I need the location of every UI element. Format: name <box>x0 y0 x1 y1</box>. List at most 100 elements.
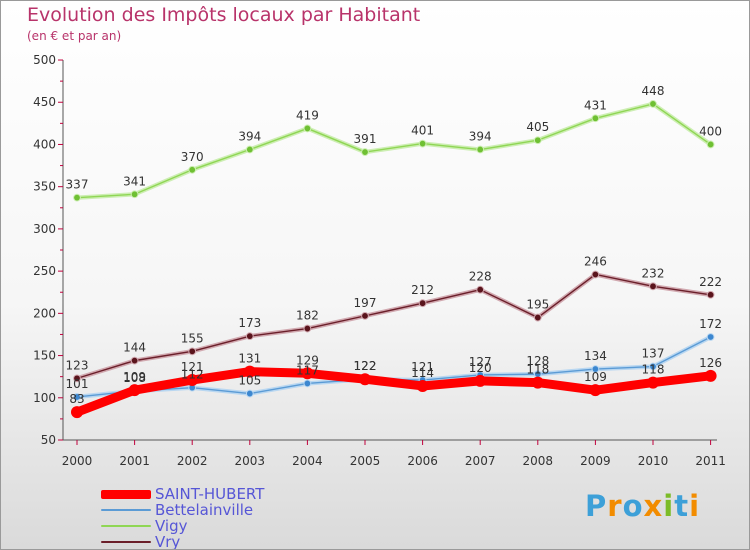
data-point <box>73 393 81 401</box>
data-point <box>647 376 659 389</box>
data-label: 137 <box>642 347 665 361</box>
data-point <box>303 124 312 133</box>
y-tick-label: 300 <box>33 222 56 236</box>
series-saint-hubert <box>71 365 717 419</box>
data-label: 182 <box>296 309 319 323</box>
data-label: 127 <box>469 355 492 369</box>
data-label: 121 <box>181 360 204 374</box>
data-label: 197 <box>354 296 377 310</box>
data-point <box>301 367 314 380</box>
data-label: 370 <box>181 150 204 164</box>
x-tick-label: 2000 <box>62 454 93 468</box>
y-tick-label: 400 <box>33 137 56 151</box>
data-label: 83 <box>69 392 84 406</box>
series-vigy <box>73 100 715 202</box>
legend-swatch <box>101 489 151 499</box>
x-tick-label: 2008 <box>523 454 554 468</box>
data-point <box>649 282 657 291</box>
data-label: 109 <box>584 370 607 384</box>
data-label: 401 <box>411 124 434 138</box>
data-point <box>130 356 139 365</box>
y-tick-label: 500 <box>33 53 56 67</box>
data-label: 391 <box>354 132 377 146</box>
x-tick-label: 2010 <box>638 454 669 468</box>
data-label: 405 <box>526 120 549 134</box>
data-label: 109 <box>123 370 146 384</box>
data-label: 134 <box>584 349 607 363</box>
data-point <box>416 379 429 392</box>
data-point <box>476 285 485 294</box>
data-label: 173 <box>238 316 261 330</box>
data-point <box>245 389 254 398</box>
data-point <box>359 373 371 386</box>
chart-title: Evolution des Impôts locaux par Habitant <box>27 4 421 26</box>
data-point <box>361 311 369 320</box>
data-point <box>71 406 83 419</box>
data-label: 121 <box>411 360 434 374</box>
data-label: 400 <box>699 124 722 138</box>
data-label: 122 <box>354 359 377 373</box>
legend-item-bettelainville: Bettelainville <box>101 501 254 519</box>
data-point <box>73 193 81 202</box>
data-point <box>649 362 657 371</box>
data-label: 228 <box>469 270 492 284</box>
legend-item-saint-hubert: SAINT-HUBERT <box>101 485 265 503</box>
data-label: 448 <box>642 84 665 98</box>
data-label: 118 <box>526 363 549 377</box>
chart-subtitle: (en € et par an) <box>27 29 122 43</box>
data-point <box>649 100 657 108</box>
data-label: 112 <box>181 368 204 382</box>
data-label: 155 <box>181 331 204 345</box>
data-label: 118 <box>642 363 665 377</box>
x-tick-label: 2003 <box>235 454 266 468</box>
data-label: 123 <box>66 358 89 372</box>
data-point <box>706 333 715 341</box>
legend-label: Bettelainville <box>155 501 254 519</box>
y-tick-label: 200 <box>33 306 56 320</box>
x-tick-label: 2011 <box>695 454 726 468</box>
legend-item-vry: Vry <box>101 533 181 550</box>
data-labels: 123 144 155 173 182 197 212 228 195 246 232 222 337 3… <box>66 84 723 406</box>
legend-swatch <box>101 541 151 543</box>
data-label: 394 <box>469 130 492 144</box>
axes: 50 100 150 200 250 300 350 400 450 500 2000 2001 200… <box>33 53 726 468</box>
data-label: 120 <box>469 361 492 375</box>
data-point <box>188 347 197 356</box>
x-tick-label: 2009 <box>580 454 611 468</box>
y-tick-label: 250 <box>33 264 56 278</box>
legend-label: Vigy <box>155 517 188 535</box>
x-tick-label: 2007 <box>465 454 496 468</box>
data-label: 337 <box>66 178 89 192</box>
data-label: 114 <box>411 366 434 380</box>
series-line <box>76 103 712 199</box>
data-label: 101 <box>66 377 89 391</box>
data-point <box>706 290 715 299</box>
y-tick-label: 100 <box>33 391 56 405</box>
series-vry <box>73 270 715 383</box>
data-label: 222 <box>699 275 722 289</box>
data-label: 195 <box>526 298 549 312</box>
x-tick-label: 2002 <box>177 454 208 468</box>
data-label: 419 <box>296 108 319 122</box>
data-point <box>245 332 254 341</box>
x-tick-label: 2006 <box>407 454 438 468</box>
data-point <box>474 374 487 387</box>
data-point <box>73 374 81 383</box>
data-point <box>361 148 369 156</box>
legend-label: Vry <box>155 533 181 550</box>
data-label: 108 <box>123 371 146 385</box>
data-point <box>128 384 141 397</box>
data-point <box>533 313 542 322</box>
data-label: 131 <box>238 352 261 366</box>
data-label: 431 <box>584 98 607 112</box>
proxiti-logo: Proxiti <box>585 489 701 523</box>
y-tick-label: 450 <box>33 95 56 109</box>
data-label: 172 <box>699 317 722 331</box>
data-label: 105 <box>238 374 261 388</box>
data-label: 117 <box>296 363 319 377</box>
legend-label: SAINT-HUBERT <box>155 485 265 503</box>
data-point <box>591 270 600 279</box>
x-tick-label: 2001 <box>119 454 150 468</box>
